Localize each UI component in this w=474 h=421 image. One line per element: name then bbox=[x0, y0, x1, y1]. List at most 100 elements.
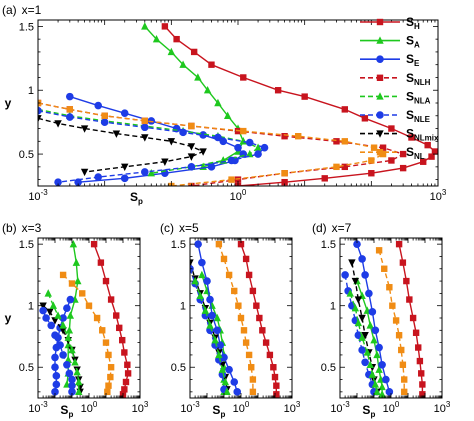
data-point-snl bbox=[401, 388, 408, 396]
data-point-se bbox=[194, 240, 202, 248]
data-point-se bbox=[52, 372, 61, 380]
data-point-sh bbox=[388, 125, 395, 132]
data-point-sa bbox=[198, 270, 206, 279]
x-tick-label: 103 bbox=[430, 188, 447, 203]
series-line-snl bbox=[378, 250, 405, 392]
data-point-snla bbox=[73, 367, 81, 376]
series-line-snla bbox=[47, 293, 80, 392]
data-point-sh bbox=[161, 23, 169, 30]
data-point-snl bbox=[99, 327, 106, 334]
data-point-snl bbox=[59, 271, 67, 279]
data-point-sh bbox=[124, 370, 132, 377]
x-axis-label: Sp bbox=[212, 403, 225, 419]
data-point-snle bbox=[68, 388, 76, 396]
data-point-sh bbox=[240, 74, 247, 81]
data-point-sh bbox=[281, 178, 288, 186]
data-point-sh bbox=[419, 391, 426, 398]
series-group bbox=[38, 22, 438, 186]
data-point-sh bbox=[361, 115, 369, 122]
data-point-snl bbox=[235, 302, 242, 309]
data-point-snlmix bbox=[39, 302, 47, 310]
x-tick-label: 10-3 bbox=[180, 400, 200, 415]
data-point-snla bbox=[354, 318, 363, 327]
x-tick-label: 100 bbox=[81, 400, 98, 415]
data-point-sh bbox=[419, 381, 426, 388]
data-point-sa bbox=[203, 86, 212, 94]
series-line-snle bbox=[344, 274, 375, 392]
data-point-se bbox=[368, 308, 377, 316]
data-point-sh bbox=[406, 296, 413, 303]
data-point-sa bbox=[141, 22, 149, 30]
y-tick-label: 0.5 bbox=[171, 362, 186, 374]
data-point-sh bbox=[121, 386, 128, 393]
data-point-se bbox=[52, 380, 61, 389]
data-point-snla bbox=[196, 291, 204, 300]
data-point-snle bbox=[51, 331, 59, 340]
series-line-snlmix bbox=[38, 117, 205, 173]
data-point-snle bbox=[358, 346, 366, 354]
data-point-snl bbox=[249, 388, 257, 396]
data-point-sa bbox=[370, 335, 378, 344]
data-point-snle bbox=[214, 133, 222, 142]
x-tick-label: 10-3 bbox=[28, 400, 48, 415]
data-point-sh bbox=[416, 357, 424, 365]
data-point-sa bbox=[167, 47, 176, 56]
y-tick-label: 0.5 bbox=[321, 362, 336, 374]
data-point-snla bbox=[373, 387, 381, 396]
data-point-snla bbox=[59, 321, 67, 329]
data-point-sh bbox=[409, 314, 417, 322]
data-point-snla bbox=[246, 149, 254, 158]
data-point-snl bbox=[249, 376, 257, 383]
data-point-se bbox=[358, 255, 366, 263]
data-point-sa bbox=[66, 311, 75, 319]
data-point-sh bbox=[399, 259, 407, 266]
data-point-snle bbox=[59, 351, 67, 359]
data-point-snla bbox=[363, 348, 371, 356]
data-point-sa bbox=[375, 365, 383, 373]
data-point-sh bbox=[113, 312, 120, 319]
data-point-sh bbox=[403, 277, 410, 285]
data-point-snla bbox=[221, 377, 230, 386]
data-point-snlmix bbox=[141, 134, 149, 142]
data-point-snle bbox=[187, 163, 196, 171]
data-point-snl bbox=[188, 122, 195, 130]
data-point-se bbox=[375, 343, 383, 352]
legend-label: SE bbox=[406, 52, 420, 68]
data-point-se bbox=[233, 388, 242, 396]
data-point-snla bbox=[54, 311, 62, 319]
data-point-sh bbox=[116, 324, 123, 332]
data-point-sh bbox=[173, 35, 180, 43]
data-point-sh bbox=[428, 153, 435, 160]
data-point-snlh bbox=[388, 157, 395, 164]
legend-marker bbox=[376, 111, 384, 119]
data-point-snl bbox=[281, 170, 288, 177]
data-point-snl bbox=[295, 133, 302, 140]
data-point-snl bbox=[105, 382, 112, 389]
series-line-sh bbox=[164, 25, 436, 186]
data-point-se bbox=[385, 388, 394, 396]
data-point-sh bbox=[97, 259, 105, 266]
data-point-snle bbox=[260, 143, 269, 152]
data-point-sa bbox=[69, 239, 78, 248]
data-point-snlmix bbox=[218, 361, 227, 369]
data-point-snlmix bbox=[80, 168, 89, 177]
data-point-se bbox=[51, 388, 59, 396]
data-point-sh bbox=[341, 106, 349, 113]
data-point-snlmix bbox=[199, 148, 207, 156]
data-point-sh bbox=[253, 302, 260, 309]
data-point-sa bbox=[373, 350, 381, 359]
data-point-sa bbox=[152, 34, 161, 43]
data-point-sh bbox=[190, 48, 198, 56]
data-point-snl bbox=[401, 376, 408, 383]
data-point-snla bbox=[351, 303, 360, 312]
data-point-snle bbox=[254, 150, 262, 158]
data-point-se bbox=[94, 101, 103, 110]
data-point-snl bbox=[107, 364, 115, 371]
y-tick-label: 1.5 bbox=[19, 21, 34, 33]
data-point-snl bbox=[245, 351, 253, 359]
data-point-se bbox=[225, 365, 233, 374]
panel-label: (c) x=5 bbox=[160, 221, 199, 235]
data-point-snlmix bbox=[187, 143, 196, 151]
legend-item-snlh: SNLH bbox=[360, 71, 431, 87]
legend-item-sh: SH bbox=[360, 15, 420, 31]
